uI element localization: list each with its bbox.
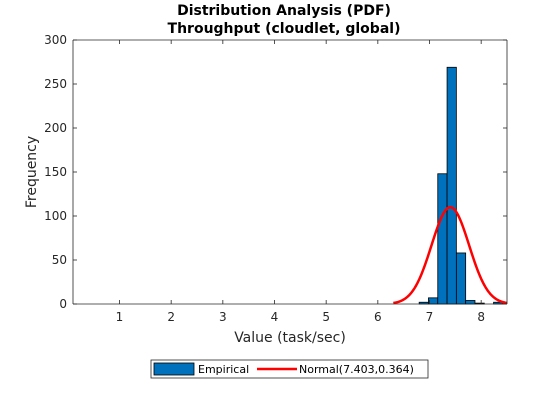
y-tick-label-200: 200 [44, 121, 67, 135]
histogram-bar-3 [446, 66, 457, 305]
chart-title: Distribution Analysis (PDF) [177, 3, 391, 19]
legend: Empirical Normal(7.403,0.364) [150, 359, 429, 379]
y-ticks: 0 50 100 150 200 250 300 [44, 33, 507, 311]
x-tick-label-7: 7 [426, 310, 434, 324]
normal-curve [392, 205, 508, 305]
legend-label-normal: Normal(7.403,0.364) [299, 363, 414, 376]
y-tick-label-50: 50 [52, 253, 67, 267]
y-tick-label-300: 300 [44, 33, 67, 47]
y-tick-label-150: 150 [44, 165, 67, 179]
x-tick-label-5: 5 [322, 310, 330, 324]
x-tick-label-1: 1 [116, 310, 124, 324]
x-axis-label: Value (task/sec) [234, 330, 346, 346]
x-tick-label-2: 2 [167, 310, 175, 324]
x-tick-label-4: 4 [271, 310, 279, 324]
x-ticks: 1 2 3 4 5 6 7 8 [116, 40, 485, 324]
chart-subtitle: Throughput (cloudlet, global) [168, 21, 401, 37]
histogram-bar-5 [465, 300, 476, 305]
y-tick-label-100: 100 [44, 209, 67, 223]
normal-curve-line [392, 205, 508, 305]
y-tick-label-0: 0 [59, 297, 67, 311]
histogram-bar-2 [437, 173, 448, 305]
y-tick-label-250: 250 [44, 77, 67, 91]
x-tick-label-6: 6 [374, 310, 382, 324]
plot-background [73, 40, 507, 304]
x-tick-label-8: 8 [477, 310, 485, 324]
x-tick-label-3: 3 [219, 310, 227, 324]
legend-label-empirical: Empirical [198, 363, 249, 376]
histogram-bar-4 [455, 252, 467, 305]
plot-area [73, 40, 507, 304]
y-axis-label: Frequency [24, 136, 40, 208]
legend-swatch-empirical [153, 362, 195, 376]
